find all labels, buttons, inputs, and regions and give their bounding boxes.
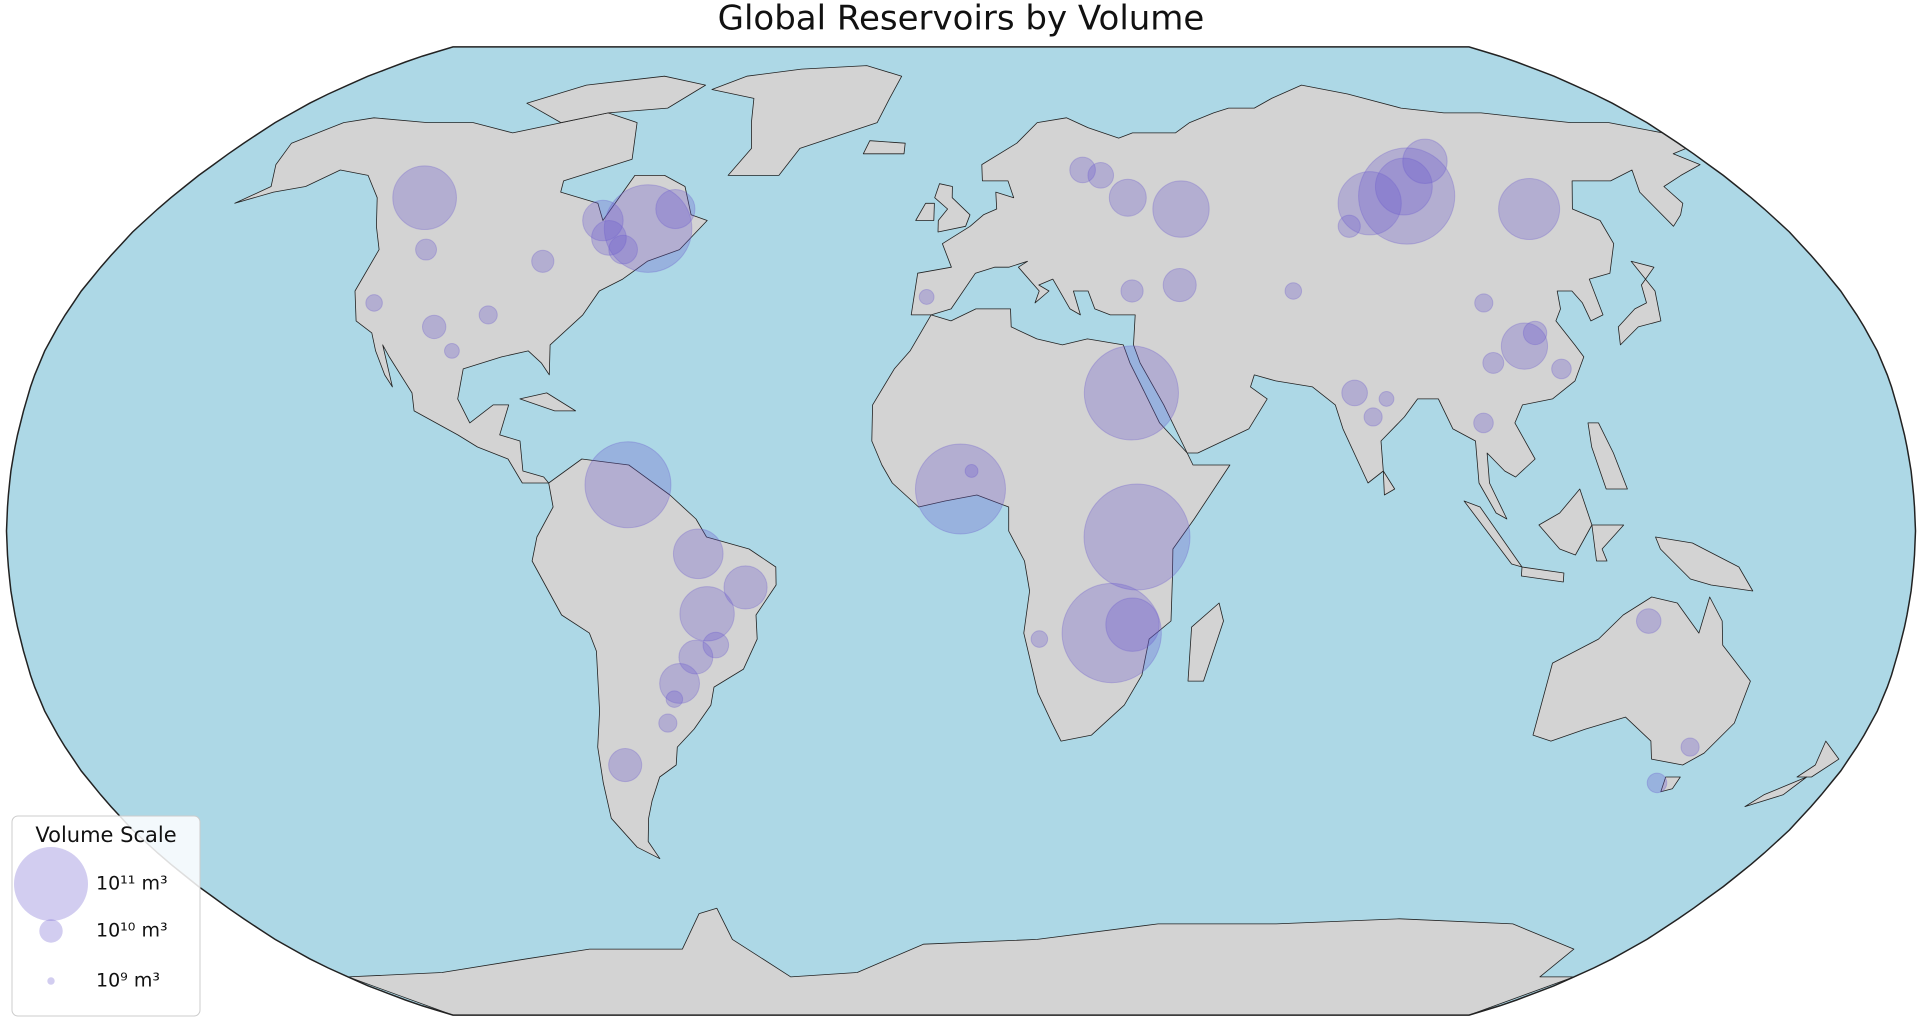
legend-label: 10¹⁰ m³	[96, 920, 168, 942]
reservoir	[1152, 180, 1210, 238]
landmass	[711, 65, 903, 176]
landmass	[1744, 776, 1808, 807]
reservoir	[365, 294, 383, 312]
landmass	[1382, 470, 1396, 496]
landmass	[1532, 596, 1751, 766]
reservoir	[914, 443, 1006, 535]
reservoir	[1378, 391, 1395, 407]
map-title: Global Reservoirs by Volume	[718, 0, 1205, 39]
reservoir	[1498, 178, 1561, 241]
legend-marker	[39, 919, 63, 943]
landmass	[1591, 524, 1625, 562]
reservoir-layer	[365, 138, 1700, 794]
reservoir	[444, 343, 460, 359]
reservoir	[582, 199, 624, 242]
reservoir	[1337, 171, 1402, 236]
legend-marker	[14, 847, 88, 921]
reservoir	[1341, 379, 1368, 407]
reservoir	[392, 165, 457, 231]
landmass	[1587, 422, 1628, 490]
reservoir	[591, 220, 627, 256]
reservoir	[1087, 162, 1115, 189]
reservoir	[1374, 157, 1433, 216]
landmass	[915, 202, 935, 221]
landmass	[910, 84, 1701, 520]
reservoir	[655, 188, 696, 230]
reservoir	[1120, 279, 1144, 303]
reservoir	[1474, 293, 1494, 313]
reservoir	[1061, 582, 1162, 684]
reservoir	[415, 238, 438, 261]
reservoir	[603, 184, 693, 273]
reservoir	[678, 639, 714, 675]
legend-title: Volume Scale	[35, 823, 176, 847]
reservoir	[608, 747, 643, 783]
reservoir	[1284, 282, 1303, 300]
reservoir	[918, 289, 935, 305]
reservoir	[1635, 608, 1662, 634]
landmass	[1655, 536, 1754, 592]
reservoir	[1482, 351, 1505, 374]
reservoir	[1646, 772, 1668, 794]
reservoir	[421, 314, 447, 340]
landmass	[1660, 776, 1681, 793]
landmass	[234, 112, 708, 484]
reservoir	[659, 663, 701, 704]
landmass	[519, 392, 576, 412]
landmass	[871, 308, 1231, 742]
landmass	[1521, 566, 1565, 583]
reservoir	[1083, 483, 1191, 591]
reservoir	[584, 441, 672, 529]
reservoir	[672, 528, 724, 580]
reservoir	[1030, 630, 1049, 648]
reservoir	[531, 249, 555, 273]
reservoir	[1358, 147, 1456, 245]
reservoir	[658, 713, 678, 733]
legend: Volume Scale 10¹¹ m³ 10¹⁰ m³ 10⁹ m³	[11, 815, 201, 1017]
reservoir	[1402, 138, 1448, 185]
reservoir	[1069, 156, 1096, 184]
reservoir	[1551, 358, 1572, 380]
reservoir	[1500, 322, 1549, 370]
reservoir	[723, 565, 768, 610]
landmass	[531, 458, 777, 860]
landmass	[1187, 602, 1224, 682]
legend-marker	[47, 977, 55, 985]
reservoir	[608, 234, 638, 265]
reservoir	[964, 464, 979, 478]
reservoir	[1680, 737, 1700, 757]
landmass	[1796, 740, 1840, 778]
land	[234, 65, 1840, 1016]
reservoir	[1337, 214, 1361, 238]
reservoir	[1162, 267, 1197, 303]
legend-label: 10¹¹ m³	[96, 873, 168, 895]
legend-label: 10⁹ m³	[96, 970, 160, 992]
reservoir	[665, 690, 684, 708]
reservoir	[1083, 345, 1179, 441]
landmass	[862, 140, 906, 155]
reservoir	[1522, 320, 1548, 346]
reservoir	[1363, 407, 1383, 427]
legend-box	[11, 815, 201, 1017]
reservoir	[478, 305, 498, 325]
reservoir	[1105, 597, 1160, 652]
landmass	[1617, 260, 1662, 346]
reservoir	[1473, 412, 1494, 434]
reservoir	[1108, 178, 1147, 217]
map-border	[5, 46, 1917, 1016]
reservoir	[679, 586, 735, 642]
reservoir	[702, 631, 730, 659]
landmass	[526, 75, 706, 123]
landmass	[347, 907, 1575, 1016]
landmass	[934, 183, 971, 233]
